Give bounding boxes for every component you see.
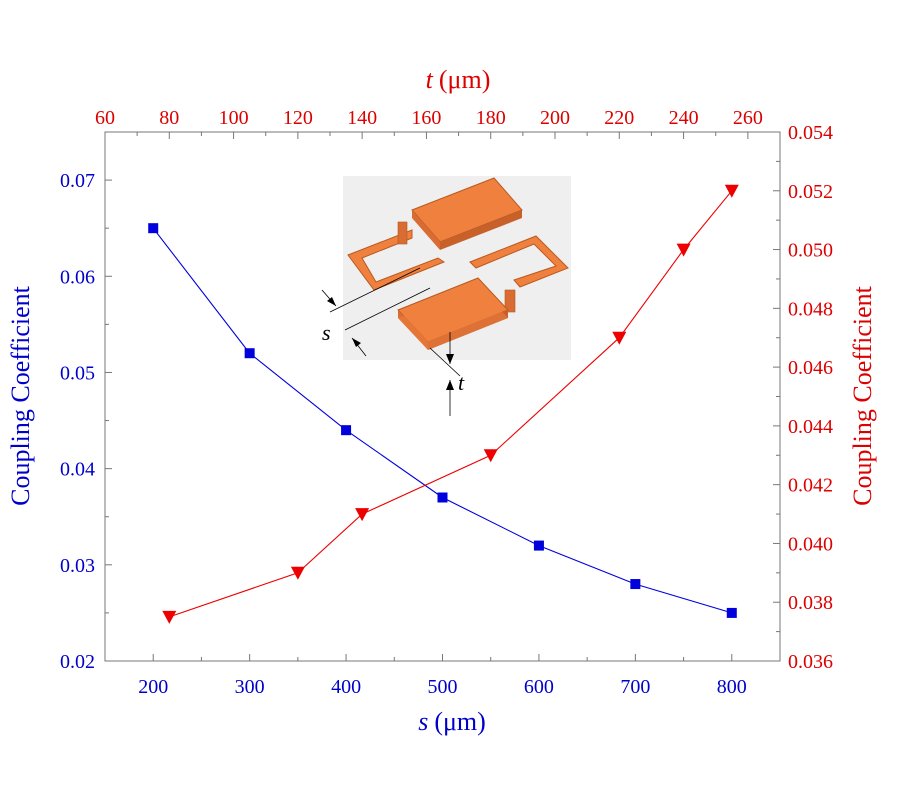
- y-right-tick-label: 0.040: [788, 533, 833, 555]
- series-2-point: [676, 243, 691, 257]
- series-1-point: [437, 492, 448, 503]
- x-top-tick-label: 160: [411, 107, 441, 129]
- y-right-tick-label: 0.054: [788, 122, 833, 144]
- y-left-axis-title: Coupling Coefficient: [6, 285, 35, 506]
- x-bottom-axis-title: s (μm): [418, 707, 486, 736]
- series-1-point: [533, 540, 544, 551]
- y-right-tick-label: 0.044: [788, 416, 833, 438]
- x-top-tick-label: 60: [95, 107, 115, 129]
- x-top-axis-unit: (μm): [439, 65, 490, 94]
- series-1-point: [726, 607, 737, 618]
- y-left-tick-label: 0.02: [60, 651, 95, 673]
- x-top-tick-label: 220: [604, 107, 634, 129]
- series-1-point: [341, 425, 352, 436]
- y-left-tick-label: 0.03: [60, 555, 95, 577]
- series-1-point: [244, 348, 255, 359]
- series-2-point: [290, 566, 305, 580]
- x-top-tick-label: 120: [283, 107, 313, 129]
- x-top-tick-label: 140: [347, 107, 377, 129]
- y-right-tick-label: 0.046: [788, 357, 833, 379]
- series-2-point: [612, 331, 627, 345]
- y-right-axis-title: Coupling Coefficient: [848, 285, 877, 506]
- inset-t-label: t: [458, 370, 465, 395]
- x-bottom-axis-unit: (μm): [434, 707, 485, 736]
- series-1-point: [630, 579, 641, 590]
- y-right-tick-label: 0.036: [788, 651, 833, 673]
- series-1-point: [148, 223, 159, 234]
- resonator-inset-image: s t: [321, 176, 571, 416]
- y-left-tick-label: 0.07: [60, 170, 95, 192]
- y-left-tick-label: 0.04: [60, 459, 95, 481]
- y-right-tick-label: 0.038: [788, 592, 833, 614]
- series-2-point: [724, 184, 739, 198]
- x-bottom-tick-label: 400: [331, 676, 361, 698]
- x-top-tick-label: 260: [733, 107, 763, 129]
- plot-frame: [104, 131, 781, 662]
- x-top-tick-label: 240: [669, 107, 699, 129]
- x-bottom-tick-label: 200: [138, 676, 168, 698]
- y-left-tick-label: 0.05: [60, 362, 95, 384]
- y-right-tick-label: 0.048: [788, 298, 833, 320]
- y-right-tick-label: 0.052: [788, 181, 833, 203]
- x-top-tick-label: 100: [219, 107, 249, 129]
- y-right-tick-label: 0.042: [788, 475, 833, 497]
- series-layer: [148, 184, 739, 624]
- x-bottom-tick-label: 600: [524, 676, 554, 698]
- x-top-axis-title: t (μm): [426, 65, 491, 94]
- x-top-axis-var: t: [426, 65, 434, 94]
- x-bottom-tick-label: 800: [717, 676, 747, 698]
- x-bottom-axis-var: s: [418, 707, 428, 736]
- series-2-point: [355, 508, 370, 522]
- y-right-tick-label: 0.050: [788, 240, 833, 262]
- x-top-tick-label: 200: [540, 107, 570, 129]
- y-left-tick-label: 0.06: [60, 266, 95, 288]
- series-2-point: [483, 449, 498, 463]
- x-top-tick-label: 80: [159, 107, 179, 129]
- x-bottom-tick-label: 300: [235, 676, 265, 698]
- inset-s-label: s: [322, 320, 331, 345]
- x-bottom-tick-label: 700: [620, 676, 650, 698]
- x-bottom-tick-label: 500: [428, 676, 458, 698]
- x-top-tick-label: 180: [476, 107, 506, 129]
- axis-layer: 200 300 400 500 600 700 800 60 80 100 120 140 160 180…: [60, 107, 833, 698]
- series-2-point: [162, 610, 177, 624]
